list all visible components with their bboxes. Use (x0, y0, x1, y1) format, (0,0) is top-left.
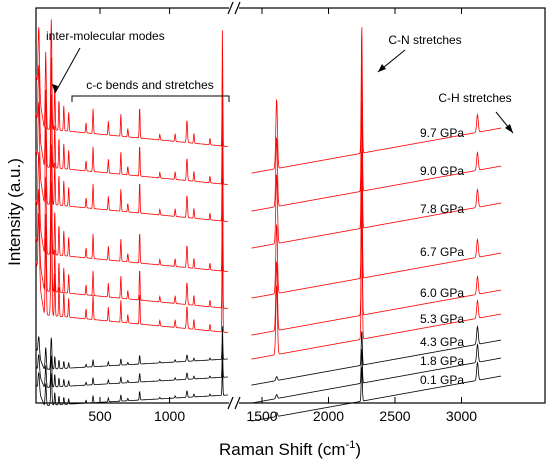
axis-break-gap (229, 397, 239, 409)
spectrum-line-left (35, 94, 228, 222)
spectrum-line-right (251, 343, 502, 404)
axes-box (35, 7, 546, 404)
spectrum-line-right (251, 189, 502, 336)
spectrum-line-right (251, 213, 502, 360)
x-tick-label: 2500 (379, 408, 410, 424)
spectrum-line-left (35, 144, 228, 272)
x-tick-label: 2000 (313, 408, 344, 424)
spectrum-line-left (35, 205, 228, 333)
annotations: inter-molecular modes c-c bends and stret… (46, 29, 514, 134)
series-label: 6.0 GPa (420, 286, 464, 300)
spectrum-line-left (35, 57, 228, 185)
series-label: 4.3 GPa (420, 335, 464, 349)
annotation-arrowhead (378, 64, 386, 72)
plot-frame (35, 1, 546, 410)
x-axis-label: Raman Shift (cm-1) (219, 439, 361, 459)
y-axis-label: Intensity (a.u.) (5, 158, 24, 266)
series-labels: 0.1 GPa 1.8 GPa 4.3 GPa 5.3 GPa 6.0 GPa 6.7 G… (420, 126, 464, 387)
spectrum-line-left (35, 344, 228, 388)
spectrum-line-right (251, 152, 502, 299)
x-tick-label: 500 (88, 408, 112, 424)
annotation-arrowhead (505, 124, 513, 133)
series-label: 9.0 GPa (420, 164, 464, 178)
annotation-bracket (71, 95, 230, 102)
spectrum-line-left (35, 326, 228, 370)
x-axis-label-superscript: -1 (346, 439, 356, 451)
spectrum-line-left (35, 362, 228, 406)
x-tick-label: 3000 (446, 408, 477, 424)
annotation-ch-stretches: C-H stretches (438, 91, 511, 105)
axis-break-mark (234, 396, 241, 410)
spectrum-line-right (251, 65, 502, 212)
x-tick-label: 1500 (246, 408, 277, 424)
x-axis-label-close: ) (355, 440, 361, 459)
axis-ticks: 500 1000 1500 2000 2500 3000 (88, 8, 477, 424)
spectra-group (35, 19, 502, 422)
spectrum-line-left (35, 181, 228, 309)
spectrum-line-right (251, 27, 502, 174)
spectrum-line-right (251, 102, 502, 249)
series-label: 7.8 GPa (420, 202, 464, 216)
annotation-arrowhead (52, 84, 58, 93)
axis-break-mark (227, 396, 234, 410)
axis-break-mark (234, 1, 241, 15)
spectrum-line-left (35, 19, 228, 147)
annotation-arrow (54, 47, 81, 94)
annotation-cc-bends: c-c bends and stretches (86, 78, 213, 92)
series-label: 6.7 GPa (420, 245, 464, 259)
axis-break-gap (229, 2, 239, 14)
annotation-cn-stretches: C-N stretches (388, 33, 461, 47)
series-label: 0.1 GPa (420, 373, 464, 387)
spectrum-line-right (251, 325, 502, 386)
axis-break-mark (227, 1, 234, 15)
series-label: 9.7 GPa (420, 126, 464, 140)
series-label: 5.3 GPa (420, 312, 464, 326)
annotation-intermolecular-modes: inter-molecular modes (46, 29, 165, 43)
spectrum-line-right (251, 361, 502, 422)
x-tick-label: 1000 (154, 408, 185, 424)
series-label: 1.8 GPa (420, 354, 464, 368)
